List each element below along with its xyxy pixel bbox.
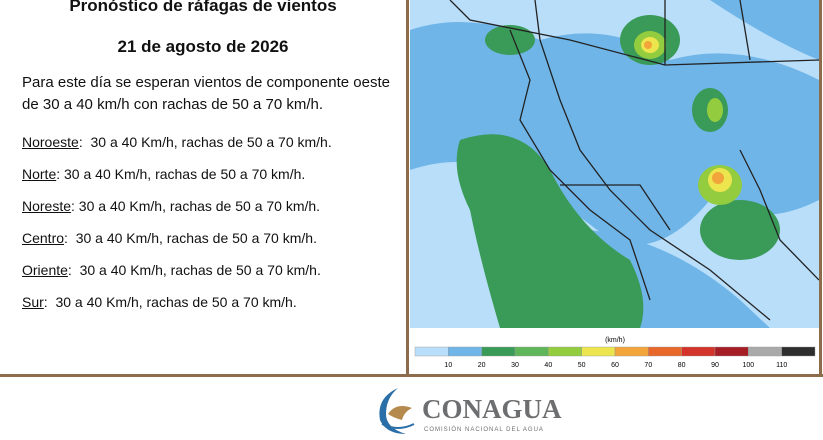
border — [819, 0, 822, 377]
legend-swatch — [514, 346, 549, 357]
legend-unit: (km/h) — [605, 337, 625, 344]
title: Pronóstico de ráfagas de vientos — [69, 0, 337, 15]
region-line: Centro: 30 a 40 Km/h, rachas de 50 a 70 … — [22, 230, 317, 246]
region-line: Oriente: 30 a 40 Km/h, rachas de 50 a 70… — [22, 262, 321, 278]
legend-label: 50 — [578, 362, 586, 369]
legend-swatch — [681, 346, 716, 357]
region-text: : 30 a 40 Km/h, rachas de 50 a 70 km/h. — [43, 294, 297, 310]
legend-label: 40 — [544, 362, 552, 369]
region-text: : 30 a 40 Km/h, rachas de 50 a 70 km/h. — [71, 198, 321, 214]
legend-label: 110 — [776, 362, 787, 369]
region-name: Centro — [22, 230, 65, 246]
region-name: Noroeste — [22, 134, 79, 150]
legend-swatch — [448, 346, 482, 357]
region-line: Noroeste: 30 a 40 Km/h, rachas de 50 a 7… — [22, 134, 332, 150]
region-text: : 30 a 40 Km/h, rachas de 50 a 70 km/h. — [67, 262, 321, 278]
logo-name: CONAGUA — [422, 394, 562, 424]
region-name: Noreste — [22, 198, 72, 214]
legend-label: 60 — [611, 362, 619, 369]
summary: Para este día se esperan vientos de comp… — [22, 74, 390, 113]
region-line: Sur: 30 a 40 Km/h, rachas de 50 a 70 km/… — [22, 294, 297, 310]
region-line: Noreste: 30 a 40 Km/h, rachas de 50 a 70… — [22, 198, 320, 214]
text-panel: Pronóstico de ráfagas de vientos 21 de a… — [0, 0, 409, 377]
region-name: Sur — [22, 294, 44, 310]
legend-swatch — [548, 346, 582, 357]
legend-label: 20 — [478, 362, 486, 369]
border — [406, 374, 823, 377]
region-name: Oriente — [22, 262, 68, 278]
legend-swatch — [714, 346, 749, 357]
logo: CONAGUA COMISIÓN NACIONAL DEL AGUA — [379, 388, 562, 434]
legend-label: 100 — [742, 362, 754, 369]
legend-label: 30 — [511, 362, 519, 369]
legend-swatch — [414, 346, 449, 357]
wind-map: (km/h) 10 20 30 40 50 60 70 80 90 100 110 — [410, 0, 819, 374]
region-text: : 30 a 40 Km/h, rachas de 50 a 70 km/h. — [56, 166, 306, 182]
region-line: Norte: 30 a 40 Km/h, rachas de 50 a 70 k… — [22, 166, 305, 182]
legend-swatch — [614, 346, 649, 357]
region-name: Norte — [22, 166, 57, 182]
date: 21 de agosto de 2026 — [117, 37, 289, 56]
region-text: : 30 a 40 Km/h, rachas de 50 a 70 km/h. — [64, 230, 317, 246]
logo-subtitle: COMISIÓN NACIONAL DEL AGUA — [424, 426, 544, 433]
region-text: : 30 a 40 Km/h, rachas de 50 a 70 km/h. — [78, 134, 332, 150]
legend-swatch — [581, 346, 616, 357]
legend-label: 70 — [644, 362, 652, 369]
legend-label: 90 — [711, 362, 719, 369]
legend-label: 80 — [678, 362, 686, 369]
legend-swatch — [648, 346, 682, 357]
legend-swatch — [748, 346, 782, 357]
legend-label: 10 — [444, 362, 452, 369]
legend-swatch — [481, 346, 516, 357]
legend-swatch — [781, 346, 816, 357]
